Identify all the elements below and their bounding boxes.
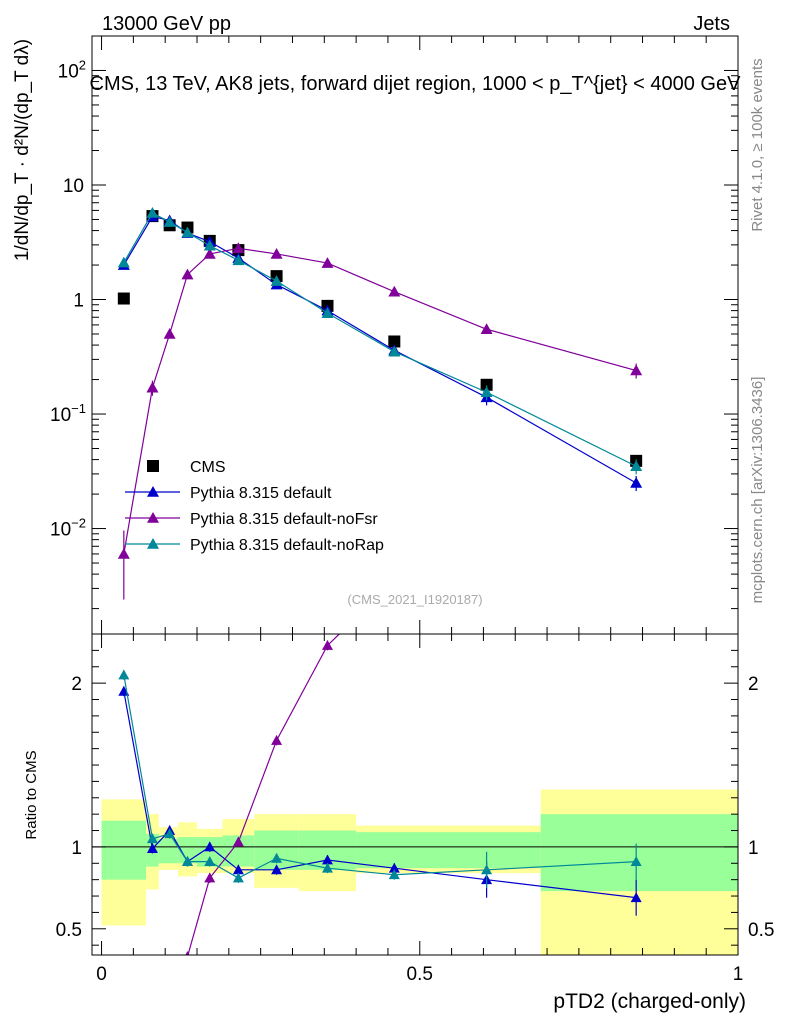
uncertainty-band-inner xyxy=(158,838,178,864)
plot-title: CMS, 13 TeV, AK8 jets, forward dijet reg… xyxy=(90,73,742,95)
y-tick-label: 10−2 xyxy=(50,516,86,541)
ratio-y-tick-label-left: 0.5 xyxy=(56,920,82,941)
data-point xyxy=(181,226,194,238)
ratio-ylabel: Ratio to CMS xyxy=(23,750,40,839)
series-line-2 xyxy=(123,247,637,555)
data-point xyxy=(388,285,401,297)
data-point xyxy=(118,669,130,680)
data-point xyxy=(630,460,643,472)
y-tick-label: 1 xyxy=(73,291,84,312)
data-point xyxy=(271,852,283,863)
data-point xyxy=(146,833,158,844)
data-point xyxy=(321,257,334,268)
data-point xyxy=(321,854,333,865)
ratio-y-tick-label-right: 0.5 xyxy=(748,920,774,941)
category-label: Jets xyxy=(693,13,730,35)
data-point xyxy=(388,869,400,880)
ratio-frame xyxy=(91,633,739,956)
y-tick-label: 10−1 xyxy=(50,401,86,426)
legend-marker xyxy=(147,460,159,472)
data-point xyxy=(117,547,130,559)
uncertainty-band-inner xyxy=(177,837,198,864)
x-tick-label: 0 xyxy=(96,964,107,985)
uncertainty-band-inner xyxy=(540,814,738,892)
data-point xyxy=(480,386,493,398)
data-point xyxy=(204,872,216,883)
data-point xyxy=(388,862,400,873)
ratio-y-tick-label-right: 2 xyxy=(748,674,759,695)
data-point xyxy=(630,856,642,867)
data-point xyxy=(117,256,130,268)
data-point xyxy=(232,864,244,875)
data-point xyxy=(203,239,216,251)
data-point xyxy=(163,327,176,339)
data-point xyxy=(351,612,362,622)
ratio-y-tick-label-left: 1 xyxy=(71,838,82,859)
data-point xyxy=(271,734,283,745)
data-point xyxy=(203,247,216,259)
y-tick-label: 102 xyxy=(58,57,86,82)
legend-marker xyxy=(147,486,159,497)
data-point xyxy=(271,864,283,875)
legend-marker xyxy=(147,538,159,549)
analysis-id-label: (CMS_2021_I1920187) xyxy=(347,592,482,607)
series-line-3 xyxy=(123,212,637,467)
x-tick-label: 0.5 xyxy=(407,964,433,985)
data-point xyxy=(146,843,158,853)
data-point xyxy=(481,864,493,875)
uncertainty-band-inner xyxy=(254,830,299,870)
legend-label: Pythia 8.315 default-noFsr xyxy=(190,511,378,528)
x-tick-label: 1 xyxy=(733,964,744,985)
mcplots-label: mcplots.cern.ch [arXiv:1306.3436] xyxy=(749,377,766,604)
ratio-y-tick-label-left: 2 xyxy=(71,674,82,695)
data-point xyxy=(164,828,176,839)
data-point xyxy=(146,206,159,218)
data-point xyxy=(204,856,216,867)
legend-marker xyxy=(147,512,159,523)
data-point xyxy=(321,307,334,318)
xlabel: pTD2 (charged-only) xyxy=(553,990,746,1013)
main-frame xyxy=(91,35,739,635)
data-point xyxy=(321,639,333,650)
data-point xyxy=(480,323,493,335)
data-point xyxy=(270,247,283,259)
data-point xyxy=(181,856,193,867)
data-point xyxy=(117,292,130,305)
main-panel: 102 10 1 10−1 10−2 xyxy=(50,35,739,635)
data-point xyxy=(232,242,245,254)
data-point xyxy=(480,378,493,391)
legend: CMS Pythia 8.315 default Pythia 8.315 defa… xyxy=(125,459,384,554)
main-series xyxy=(117,206,643,600)
legend-label: Pythia 8.315 default xyxy=(190,485,332,502)
data-point xyxy=(181,268,194,280)
energy-label: 13000 GeV pp xyxy=(102,13,231,35)
data-point xyxy=(232,254,245,266)
data-point xyxy=(630,364,643,376)
main-ylabel: 1/dN/dp_T · d²N/(dp_T dλ) xyxy=(12,39,33,261)
uncertainty-band-inner xyxy=(356,832,433,869)
ratio-series xyxy=(118,612,642,955)
legend-label: CMS xyxy=(190,459,226,476)
ratio-panel: 0.5 0.5 1 1 2 2 0 0.5 1 xyxy=(56,36,774,985)
data-point xyxy=(630,476,643,488)
data-point xyxy=(232,836,244,847)
data-point xyxy=(146,381,159,393)
data-point xyxy=(185,951,190,955)
y-tick-label: 10 xyxy=(63,176,84,197)
legend-label: Pythia 8.315 default-noRap xyxy=(190,537,384,554)
data-point xyxy=(232,872,244,883)
data-point xyxy=(204,841,216,852)
ratio-y-tick-label-right: 1 xyxy=(748,838,759,859)
data-point xyxy=(388,345,401,357)
data-point xyxy=(163,216,176,227)
data-point xyxy=(630,892,642,903)
data-point xyxy=(388,335,401,348)
ratio-line-1 xyxy=(187,634,341,955)
data-point xyxy=(270,275,283,286)
data-point xyxy=(321,862,333,873)
rivet-version-label: Rivet 4.1.0, ≥ 100k events xyxy=(749,58,766,231)
uncertainty-band-inner xyxy=(101,820,147,880)
